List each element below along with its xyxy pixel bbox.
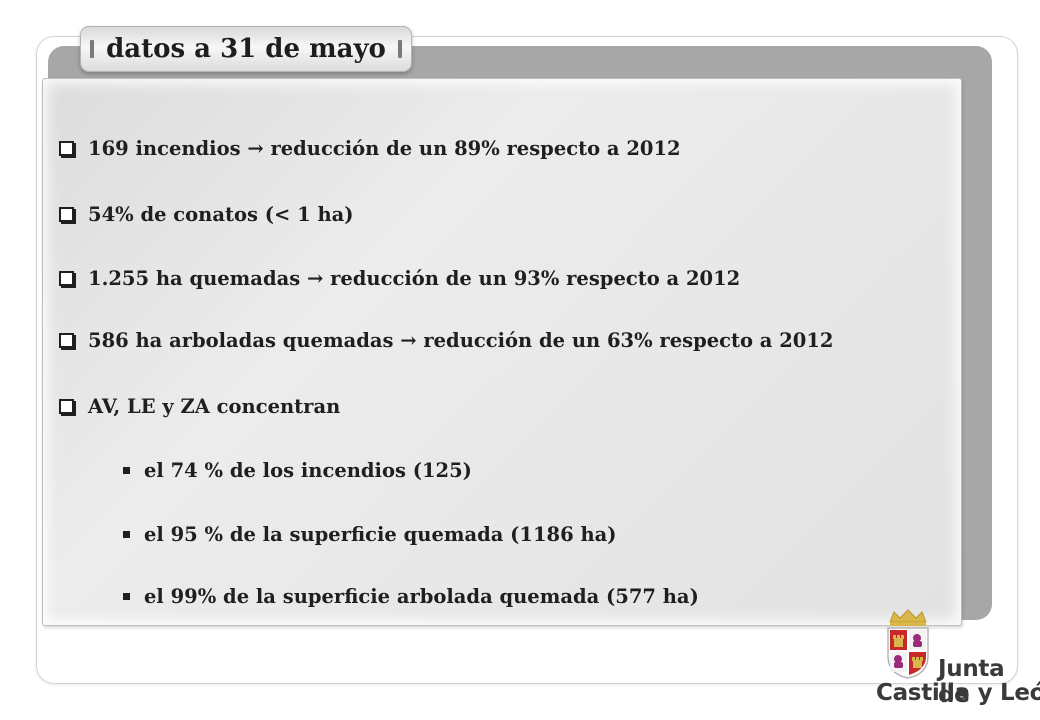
- list-item-text: AV, LE y ZA concentran: [88, 395, 341, 418]
- sub-item-text: el 95 % de la superficie quemada (1186 h…: [144, 523, 617, 546]
- checkbox-bullet-icon: [59, 399, 74, 414]
- list-item-text: 54% de conatos (< 1 ha): [88, 203, 354, 226]
- content-panel: 169 incendios → reducción de un 89% resp…: [42, 78, 962, 626]
- list-item-text: 1.255 ha quemadas → reducción de un 93% …: [88, 267, 741, 290]
- list-item-text: 169 incendios → reducción de un 89% resp…: [88, 137, 681, 160]
- coat-of-arms-icon: [887, 609, 929, 679]
- checkbox-bullet-icon: [59, 333, 74, 348]
- checkbox-bullet-icon: [59, 141, 74, 156]
- logo-text-castilla: Castilla y León: [876, 680, 1040, 706]
- sub-item-superficie: el 95 % de la superficie quemada (1186 h…: [123, 523, 617, 546]
- sub-item-text: el 74 % de los incendios (125): [144, 459, 472, 482]
- checkbox-bullet-icon: [59, 207, 74, 222]
- list-item-incendios: 169 incendios → reducción de un 89% resp…: [59, 137, 681, 160]
- title-tab: datos a 31 de mayo: [80, 26, 412, 72]
- tab-left-mark: [90, 40, 94, 58]
- sub-item-arbolada: el 99% de la superficie arbolada quemada…: [123, 585, 699, 608]
- logo-text-junta: Junta de: [938, 656, 1005, 708]
- checkbox-bullet-icon: [59, 271, 74, 286]
- list-item-text: 586 ha arboladas quemadas → reducción de…: [88, 329, 834, 352]
- list-item-ha-arboladas: 586 ha arboladas quemadas → reducción de…: [59, 329, 834, 352]
- list-item-conatos: 54% de conatos (< 1 ha): [59, 203, 354, 226]
- square-bullet-icon: [123, 593, 130, 600]
- page-title: datos a 31 de mayo: [106, 34, 386, 64]
- list-item-ha-quemadas: 1.255 ha quemadas → reducción de un 93% …: [59, 267, 740, 290]
- tab-right-mark: [398, 40, 402, 58]
- sub-item-incendios: el 74 % de los incendios (125): [123, 459, 472, 482]
- list-item-concentran: AV, LE y ZA concentran: [59, 395, 340, 418]
- junta-logo: Junta de Castilla y León: [870, 608, 1040, 712]
- square-bullet-icon: [123, 467, 130, 474]
- square-bullet-icon: [123, 531, 130, 538]
- sub-item-text: el 99% de la superficie arbolada quemada…: [144, 585, 699, 608]
